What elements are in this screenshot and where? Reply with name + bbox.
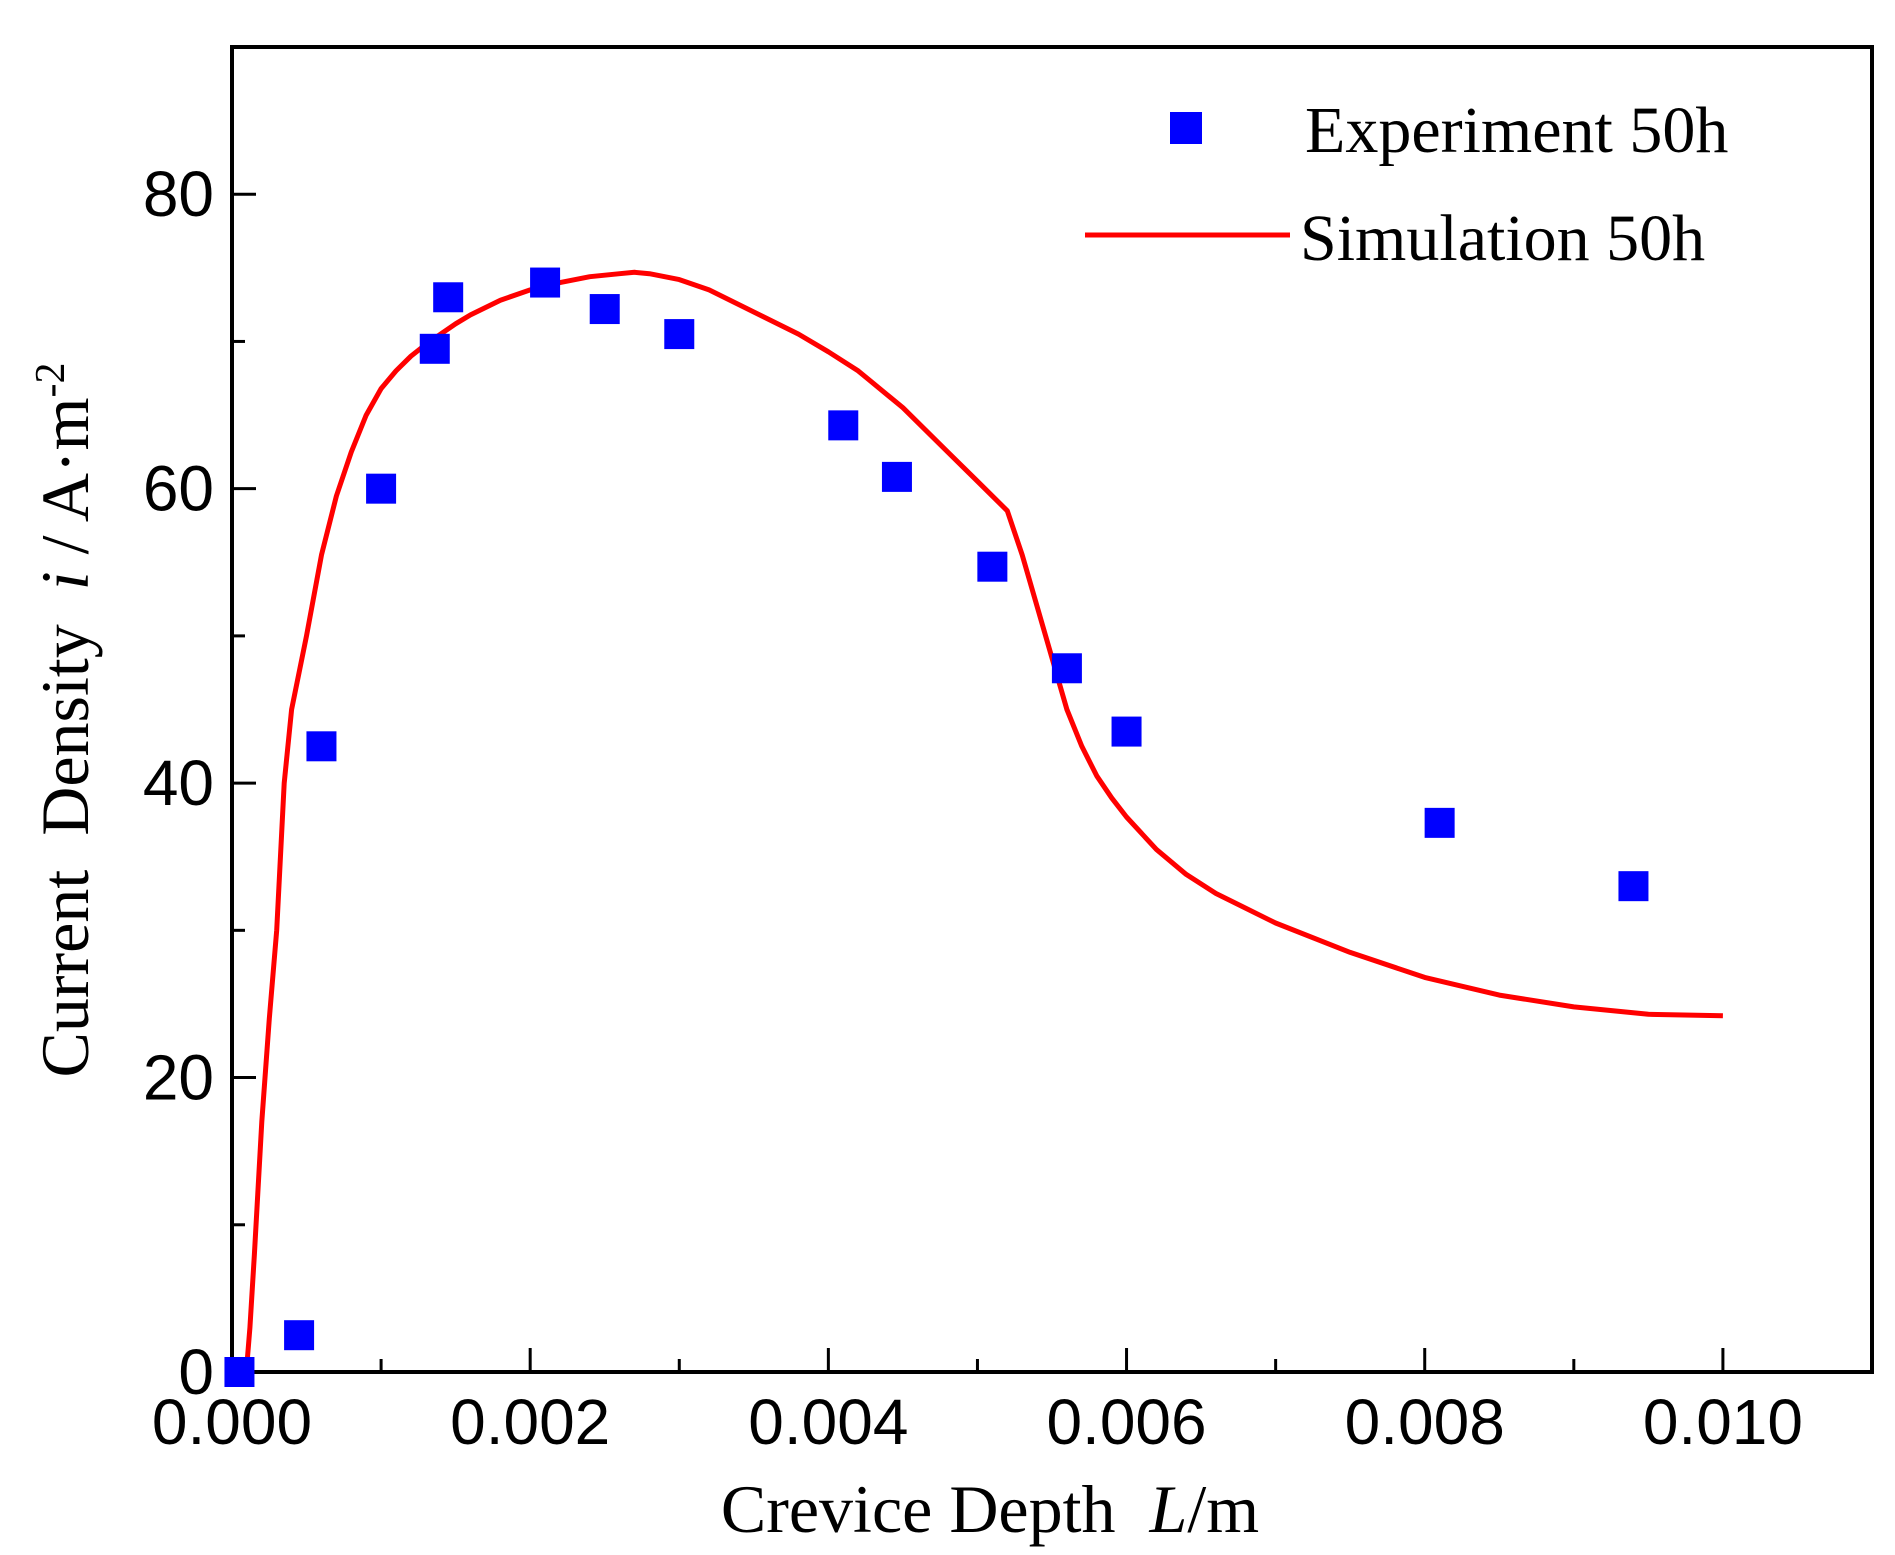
x-axis-ticks	[230, 1348, 1874, 1372]
experiment-point	[419, 333, 450, 364]
legend-label-experiment: Experiment 50h	[1305, 94, 1728, 167]
y-axis-title-unit: / A·m	[27, 398, 103, 572]
x-axis-title-spacer	[1116, 1471, 1150, 1547]
series-line-simulation	[230, 269, 1723, 1375]
y-tick-label: 80	[143, 158, 214, 230]
experiment-point	[224, 1357, 255, 1387]
experiment-point	[530, 267, 561, 298]
legend-marker-experiment	[1170, 112, 1202, 144]
x-axis-tick-labels: 0.000 0.002 0.004 0.006 0.008 0.010	[152, 1386, 1803, 1458]
x-axis-title-unit: /m	[1187, 1471, 1259, 1547]
plot-frame	[230, 45, 1874, 1374]
y-axis-title-sup: -2	[28, 363, 74, 398]
y-axis-title-spacer	[27, 590, 103, 624]
experiment-point	[284, 1320, 315, 1351]
x-axis-title: Crevice Depth L/m	[721, 1471, 1259, 1547]
y-axis-title-text: Current Density	[27, 624, 103, 1077]
x-tick-label: 0.006	[1046, 1386, 1206, 1458]
series-points-experiment	[224, 267, 1649, 1387]
y-axis-ticks	[232, 45, 256, 1374]
y-tick-label: 40	[143, 747, 214, 819]
legend: Experiment 50h Simulation 50h	[1085, 94, 1728, 275]
x-tick-label: 0.010	[1643, 1386, 1803, 1458]
experiment-point	[1051, 653, 1082, 684]
experiment-point	[664, 319, 695, 350]
y-tick-label: 60	[143, 453, 214, 525]
experiment-point	[828, 410, 859, 441]
y-tick-label: 0	[178, 1336, 214, 1408]
experiment-point	[366, 473, 397, 504]
x-tick-label: 0.002	[450, 1386, 610, 1458]
experiment-point	[1618, 871, 1649, 902]
experiment-point	[881, 461, 912, 492]
legend-label-simulation: Simulation 50h	[1300, 202, 1705, 275]
y-tick-label: 20	[143, 1042, 214, 1114]
experiment-point	[1424, 807, 1455, 838]
x-axis-title-var: L	[1149, 1471, 1188, 1547]
experiment-point	[306, 731, 337, 762]
y-axis-title: Current Density i / A·m-2	[27, 363, 103, 1078]
y-axis-title-var: i	[27, 571, 103, 590]
x-tick-label: 0.000	[152, 1386, 312, 1458]
x-tick-label: 0.004	[748, 1386, 908, 1458]
experiment-point	[977, 551, 1008, 582]
experiment-point	[589, 294, 620, 325]
experiment-point	[1111, 716, 1142, 747]
x-tick-label: 0.008	[1345, 1386, 1505, 1458]
y-axis-tick-labels: 0 20 40 60 80	[143, 158, 214, 1408]
experiment-point	[433, 282, 464, 313]
x-axis-title-text: Crevice Depth	[721, 1471, 1116, 1547]
